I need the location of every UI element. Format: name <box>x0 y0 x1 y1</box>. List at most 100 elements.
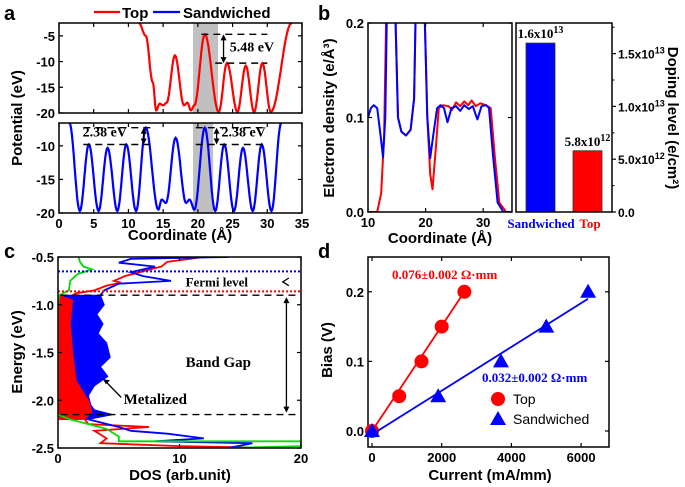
d-sandwiched-resistance-label: 0.032±0.002 Ω·mm <box>482 370 587 385</box>
b-bars-ytick-label: 0.0 <box>618 206 635 220</box>
a-top-ytick-label: -20 <box>36 106 55 121</box>
d-top-point <box>457 284 472 299</box>
a-ylabel: Potential (eV) <box>9 70 26 166</box>
d-xtick-label: 4000 <box>497 450 526 465</box>
b-bars-ylabel: Doping level (e/cm²) <box>664 47 681 190</box>
d-ytick-label: 0.1 <box>346 354 364 369</box>
bar-top <box>572 150 603 213</box>
bar-data-label-base: 1.6x10 <box>518 26 554 41</box>
b-density-line-top <box>368 23 512 212</box>
c-fermi-label: Fermi level <box>186 275 249 290</box>
c-metalized-label: Metalized <box>124 392 188 408</box>
a-sandwiched-gap-arrow-left-head-up <box>140 127 147 134</box>
bar-category-label: Sandwiched <box>507 216 575 231</box>
c-ytick-label: -1.5 <box>32 346 54 361</box>
d-sandwiched-fit-line <box>371 298 589 436</box>
a-sandwiched-plot-area <box>68 123 283 213</box>
d-sandwiched-point <box>538 318 555 333</box>
c-dos-line <box>83 418 283 448</box>
bar-category-label: Top <box>579 216 600 231</box>
c-xtick-label: 10 <box>172 451 186 466</box>
a-top-ytick-label: -15 <box>36 80 55 95</box>
a-sandwiched-gap-arrow-right-head-up <box>213 127 220 134</box>
d-sandwiched-point <box>580 283 597 298</box>
d-xtick-label: 2000 <box>427 450 456 465</box>
a-sandwiched-xtick-label: 20 <box>191 216 205 231</box>
d-top-point <box>434 319 449 334</box>
b-bars-ytick-exp: 13 <box>655 98 665 108</box>
panel-label-d: d <box>318 241 330 263</box>
a-sandwiched-gap-arrow-left-head-down <box>140 138 147 145</box>
c-dos-line <box>58 257 301 448</box>
a-sandwiched-xtick-label: 35 <box>295 216 309 231</box>
d-ytick-label: 0.0 <box>346 424 364 439</box>
d-sandwiched-point <box>492 353 509 368</box>
c-xtick-label: 20 <box>294 451 308 466</box>
c-metalized-arrowhead <box>102 379 110 385</box>
a-top-plot-area <box>138 23 293 113</box>
a-sandwiched-ytick-label: -20 <box>36 206 55 221</box>
b-bars-ytick-label: 5.0x1012 <box>618 151 665 167</box>
b-ytick-label: 0.0 <box>346 205 364 220</box>
b-ylabel: Electron density (e/Å³) <box>321 38 338 197</box>
a-top-gap-arrow-head-up <box>220 34 227 41</box>
a-xlabel: Coordinate (Å) <box>128 227 232 244</box>
c-xlabel: DOS (arb.unit) <box>129 467 231 484</box>
d-top-legend-label: Top <box>513 391 536 407</box>
panel-label-c: c <box>4 241 15 263</box>
b-xtick-label: 30 <box>476 215 490 230</box>
b-bars-ytick-base: 0.0 <box>618 206 635 220</box>
a-top-gap-arrow-head-down <box>220 57 227 64</box>
panel-label-b: b <box>318 3 330 25</box>
d-sandwiched-legend-label: Sandwiched <box>513 411 589 427</box>
a-sandwiched-xtick-label: 15 <box>156 216 170 231</box>
bar-data-label-exp: 13 <box>553 25 563 36</box>
b-bars-ytick-label: 1.5x1013 <box>618 46 665 62</box>
a-sandwiched-gap-label-left: 2.38 eV <box>83 125 127 140</box>
bar-data-label-exp: 12 <box>600 133 610 144</box>
c-band-gap-arrow-head-up <box>283 297 290 304</box>
d-sandwiched-legend-marker <box>490 411 506 425</box>
c-band-gap-arrow-head-down <box>283 406 290 413</box>
bar-sandwiched <box>525 42 556 213</box>
d-top-legend-marker <box>491 392 505 406</box>
bar-data-label: 1.6x1013 <box>518 25 564 41</box>
a-sandwiched-gap-arrow-right-head-down <box>213 138 220 145</box>
a-top-ytick-label: -10 <box>36 55 55 70</box>
panel-label-a: a <box>4 3 16 25</box>
d-sandwiched-point <box>364 422 381 437</box>
b-bars-ytick-exp: 12 <box>655 151 665 161</box>
d-axes-frame <box>367 256 610 448</box>
c-xtick-label: 0 <box>54 451 61 466</box>
b-bars-axes-frame <box>515 22 613 213</box>
a-sandwiched-xtick-label: 10 <box>121 216 135 231</box>
a-top-potential-line <box>138 23 293 113</box>
c-ytick-label: -1.0 <box>32 298 54 313</box>
a-sandwiched-potential-line <box>68 123 283 213</box>
d-top-resistance-label: 0.076±0.002 Ω·mm <box>392 267 497 282</box>
d-xtick-label: 0 <box>368 450 375 465</box>
c-metalized-arrow <box>104 380 122 398</box>
bar-data-label: 5.8x1012 <box>565 133 611 149</box>
a-sandwiched-xtick-label: 30 <box>260 216 274 231</box>
d-sandwiched-point <box>430 388 447 403</box>
a-top-ytick-label: -5 <box>43 29 55 44</box>
a-sandwiched-ytick-label: -10 <box>36 139 55 154</box>
a-top-gap-label: 5.48 eV <box>230 40 274 55</box>
d-xtick-label: 6000 <box>567 450 596 465</box>
b-xlabel: Coordinate (Å) <box>388 230 492 247</box>
b-bars-ytick-base: 1.5x10 <box>618 48 655 62</box>
a-sandwiched-xtick-label: 5 <box>90 216 97 231</box>
c-dos-line <box>72 257 204 296</box>
b-ytick-label: 0.1 <box>346 111 364 126</box>
b-bars-ytick-base: 1.0x10 <box>618 100 655 114</box>
b-bars-ytick-label: 1.0x1013 <box>618 98 665 114</box>
legend-sandwiched-label: Sandwiched <box>183 5 271 22</box>
d-top-point <box>414 354 429 369</box>
b-density-line-sandwiched <box>368 23 512 212</box>
b-xtick-label: 10 <box>361 215 375 230</box>
legend-top-label: Top <box>122 5 148 22</box>
a-sandwiched-xtick-label: 0 <box>55 216 62 231</box>
a-sandwiched-axes-frame <box>58 122 303 214</box>
d-top-point <box>392 389 407 404</box>
